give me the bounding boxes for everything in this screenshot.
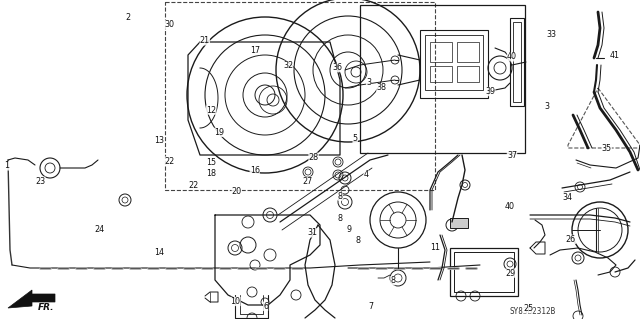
Text: 8: 8 — [338, 192, 343, 201]
Bar — [513, 22, 521, 102]
Text: 8: 8 — [390, 276, 396, 285]
Text: 31: 31 — [307, 228, 317, 237]
Text: 10: 10 — [230, 297, 241, 306]
Polygon shape — [8, 290, 55, 308]
Text: 40: 40 — [507, 52, 517, 61]
Text: 3: 3 — [545, 102, 550, 111]
Text: 41: 41 — [609, 51, 620, 60]
Bar — [457, 66, 479, 82]
Text: SY83B2312B: SY83B2312B — [510, 308, 556, 316]
Bar — [430, 42, 452, 62]
Bar — [430, 66, 452, 82]
Text: 22: 22 — [189, 181, 199, 189]
Text: 19: 19 — [214, 128, 224, 137]
Text: 26: 26 — [566, 235, 576, 244]
Text: 32: 32 — [283, 61, 293, 70]
Text: 20: 20 — [232, 187, 242, 196]
Text: 15: 15 — [206, 158, 216, 167]
Text: 9: 9 — [346, 225, 351, 234]
Text: 28: 28 — [308, 153, 319, 162]
Bar — [450, 218, 468, 228]
Text: 34: 34 — [562, 193, 572, 202]
Text: 29: 29 — [506, 269, 516, 278]
Text: 14: 14 — [154, 248, 164, 256]
Bar — [457, 42, 479, 62]
Text: 27: 27 — [302, 177, 312, 186]
Bar — [425, 35, 483, 90]
Text: 35: 35 — [602, 144, 612, 153]
Text: 40: 40 — [504, 202, 515, 211]
Text: 7: 7 — [369, 302, 374, 311]
Text: 4: 4 — [364, 170, 369, 179]
Text: 36: 36 — [333, 63, 343, 72]
Text: 24: 24 — [94, 225, 104, 234]
Text: 39: 39 — [485, 87, 495, 96]
Text: FR.: FR. — [38, 303, 54, 313]
Bar — [165, 2, 435, 190]
Text: 30: 30 — [164, 20, 174, 29]
Text: 33: 33 — [547, 30, 557, 39]
Text: 38: 38 — [376, 83, 387, 92]
Text: 17: 17 — [250, 46, 260, 55]
Text: 12: 12 — [206, 106, 216, 115]
Text: 11: 11 — [430, 243, 440, 252]
Text: 21: 21 — [200, 36, 210, 45]
Bar — [420, 30, 488, 98]
Bar — [450, 248, 518, 296]
Text: 23: 23 — [35, 177, 45, 186]
Text: 25: 25 — [523, 304, 533, 313]
Bar — [454, 252, 514, 292]
Text: 37: 37 — [507, 151, 517, 160]
Text: 16: 16 — [250, 166, 260, 175]
Bar — [360, 5, 525, 153]
Text: 6: 6 — [263, 302, 268, 311]
Bar — [510, 18, 524, 106]
Text: 18: 18 — [206, 169, 216, 178]
Text: 1: 1 — [4, 161, 9, 170]
Text: 13: 13 — [154, 136, 164, 145]
Text: 3: 3 — [366, 78, 371, 87]
Text: 22: 22 — [164, 157, 175, 166]
Text: 8: 8 — [338, 214, 343, 223]
Text: 5: 5 — [353, 134, 358, 143]
Text: 8: 8 — [356, 236, 361, 245]
Text: 2: 2 — [125, 13, 131, 22]
